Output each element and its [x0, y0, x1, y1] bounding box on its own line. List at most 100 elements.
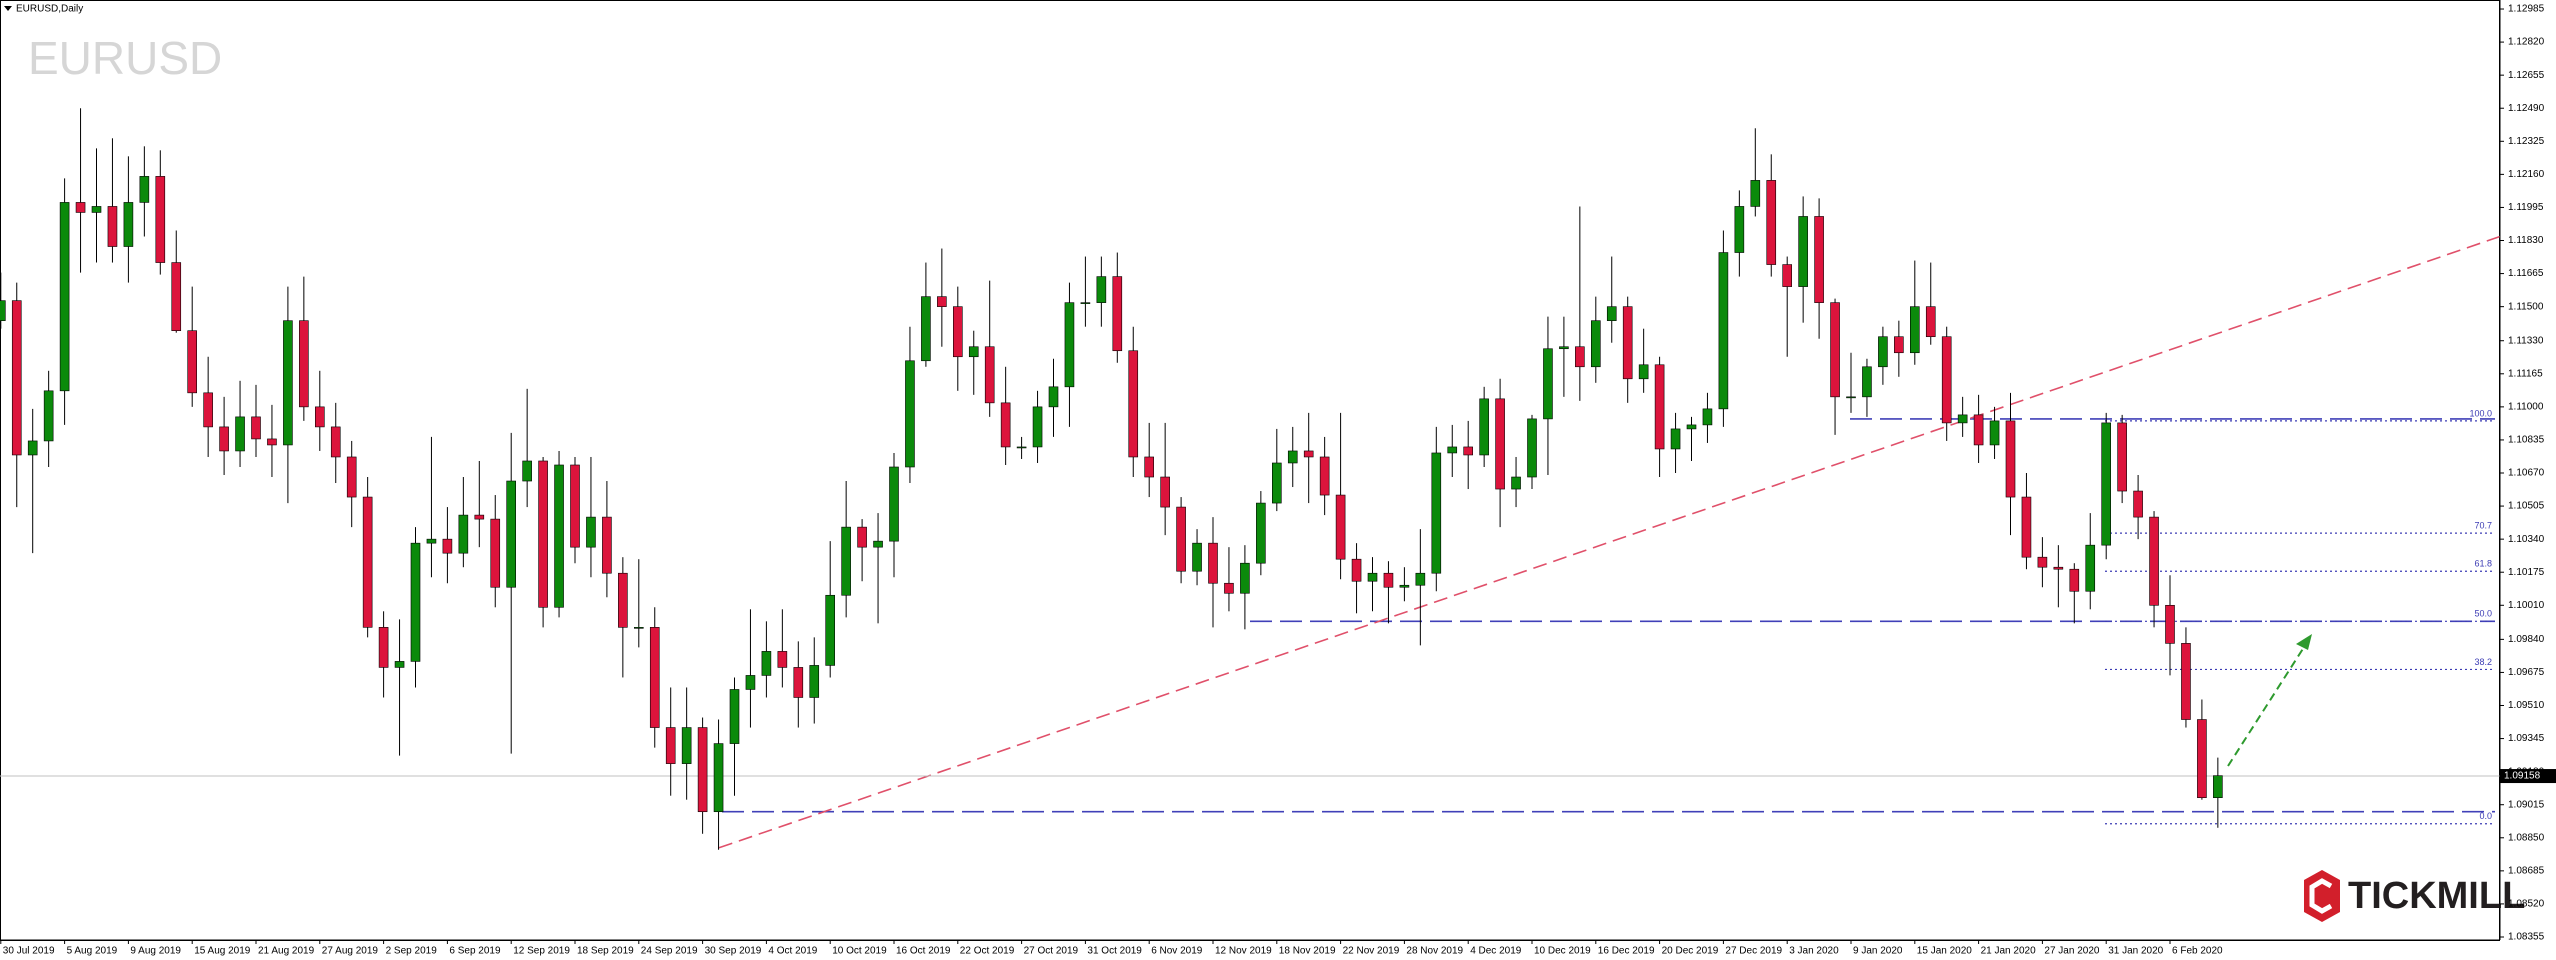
candle-body [1878, 336, 1888, 368]
candle-body [1032, 406, 1043, 448]
candle-body [107, 206, 118, 247]
menu-triangle[interactable] [4, 6, 12, 11]
candle-body [1000, 402, 1011, 448]
candle-body [1016, 446, 1027, 449]
candle-body [1495, 398, 1505, 490]
candle-body [43, 390, 54, 442]
candle-body [0, 300, 6, 321]
candle-body [1208, 542, 1218, 584]
candle-body [394, 661, 405, 668]
candle-body [187, 330, 197, 394]
candle-body [1256, 502, 1266, 564]
y-tick-label: 1.12325 [2508, 136, 2545, 147]
logo-icon-mark [2309, 878, 2333, 914]
x-tick-label: 6 Feb 2020 [2172, 946, 2223, 957]
candle-body [1654, 364, 1665, 450]
candle-body [586, 516, 596, 548]
candle-body [1303, 450, 1314, 458]
candle-body [1096, 276, 1107, 303]
candle-body [793, 667, 804, 698]
candle-body [1351, 558, 1362, 582]
candle-body [27, 440, 38, 456]
x-tick-label: 30 Jul 2019 [3, 946, 55, 957]
candle-body [251, 416, 261, 440]
chart-title: EURUSD,Daily [16, 4, 83, 15]
y-tick-label: 1.11000 [2508, 402, 2544, 413]
candle-body [1415, 572, 1426, 586]
candle-body [1686, 424, 1697, 430]
candle-body [1575, 346, 1585, 368]
candle-body [1479, 398, 1489, 456]
x-tick-label: 18 Sep 2019 [577, 946, 634, 957]
candle-body [681, 727, 692, 764]
x-tick-label: 27 Dec 2019 [1725, 946, 1782, 957]
candle-body [618, 572, 628, 628]
candle-body [1718, 252, 1729, 410]
candle-body [1335, 494, 1346, 560]
candle-body [2005, 420, 2016, 498]
candle-body [299, 320, 309, 408]
candle-body [1750, 180, 1761, 207]
y-tick-label: 1.08355 [2508, 932, 2545, 943]
candle-body [378, 627, 389, 668]
y-tick-label: 1.12160 [2508, 169, 2545, 180]
fib-label: 0.0 [2479, 811, 2492, 821]
forecast-arrow-head [2296, 634, 2312, 650]
candle-body [809, 665, 820, 698]
y-tick-label: 1.10175 [2508, 567, 2545, 578]
candle-body [1192, 542, 1202, 572]
candle-body [1319, 456, 1330, 496]
candle-body [873, 540, 883, 548]
logo-icon [2304, 870, 2340, 922]
fib-label: 50.0 [2474, 609, 2492, 619]
candle-body [1798, 216, 1808, 287]
candle-body [1941, 336, 1952, 424]
x-tick-label: 15 Aug 2019 [194, 946, 251, 957]
candle-body [857, 526, 867, 548]
y-tick-label: 1.10670 [2508, 468, 2545, 479]
candle-body [1766, 180, 1777, 265]
candle-body [841, 526, 851, 596]
candle-body [1591, 320, 1601, 368]
candle-body [59, 202, 70, 392]
candle-body [1383, 572, 1394, 588]
x-tick-label: 10 Oct 2019 [832, 946, 887, 957]
x-tick-label: 3 Jan 2020 [1789, 946, 1839, 957]
candle-body [1670, 428, 1681, 450]
candle-body [1240, 562, 1250, 594]
x-tick-label: 9 Jan 2020 [1853, 946, 1903, 957]
y-tick-label: 1.12985 [2508, 4, 2545, 15]
candle-body [1128, 350, 1139, 458]
candle-body [1846, 396, 1856, 399]
candle-body [1862, 366, 1872, 398]
y-tick-label: 1.10835 [2508, 435, 2545, 446]
candle-body [11, 300, 22, 456]
y-tick-label: 1.09345 [2508, 733, 2545, 744]
candle-body [1830, 302, 1840, 398]
candle-body [921, 296, 931, 362]
candle-body [1048, 386, 1059, 408]
candle-body [1622, 306, 1633, 380]
candle-body [235, 416, 245, 452]
x-tick-label: 4 Dec 2019 [1470, 946, 1522, 957]
candle-body [2213, 775, 2223, 798]
y-tick-label: 1.08520 [2508, 899, 2545, 910]
candle-body [633, 627, 644, 629]
logo: TICKMILL [2304, 870, 2525, 922]
candle-body [1638, 364, 1649, 380]
candle-body [1925, 306, 1936, 338]
candle-body [1160, 476, 1170, 508]
candle-body [1144, 456, 1154, 478]
candle-body [442, 538, 453, 554]
candle-body [362, 496, 373, 628]
candle-body [2165, 604, 2175, 644]
y-tick-label: 1.09510 [2508, 700, 2545, 711]
forecast-arrow [2227, 643, 2307, 767]
y-tick-label: 1.08850 [2508, 832, 2545, 843]
plot-layer: 100.0 70.7 61.8 50.0 38.2 0.0 [0, 108, 2501, 850]
candle-body [761, 651, 772, 676]
x-tick-label: 6 Sep 2019 [449, 946, 501, 957]
candle-body [602, 516, 612, 574]
candle-body [1431, 452, 1442, 574]
